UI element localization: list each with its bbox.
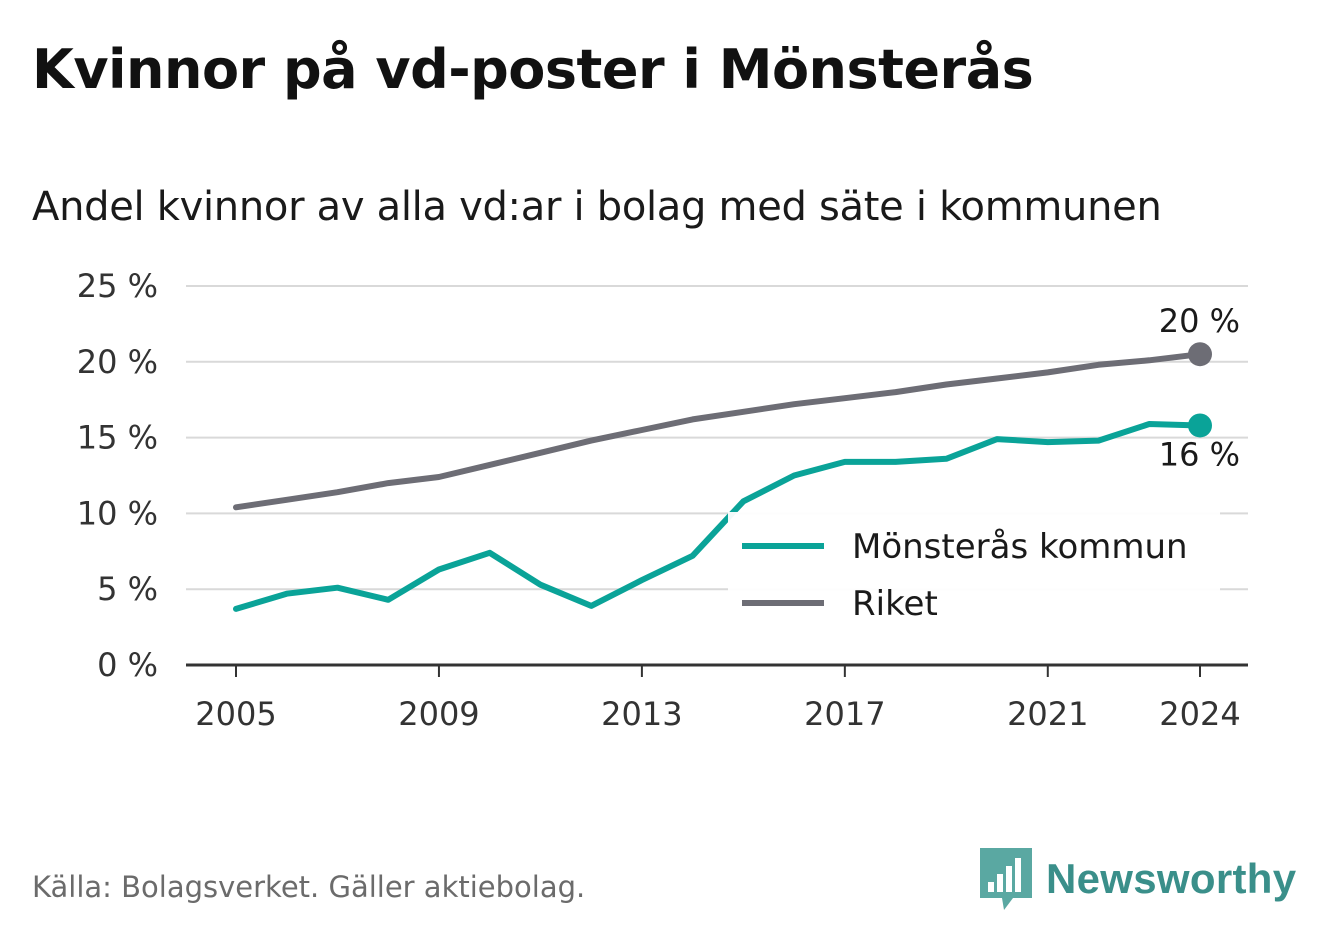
y-tick-label: 25 %	[77, 267, 158, 305]
brand-logo: Newsworthy	[980, 848, 1296, 910]
legend-label: Mönsterås kommun	[852, 527, 1188, 567]
series-line	[233, 421, 1203, 612]
series-layer: 20 % 16 %	[233, 302, 1240, 612]
end-value-label: 16 %	[1159, 435, 1240, 473]
source-note: Källa: Bolagsverket. Gäller aktiebolag.	[32, 870, 586, 904]
x-axis: 2005 2009 2013 2017 2021 2024	[186, 663, 1248, 733]
legend-background	[728, 512, 1220, 644]
chart-subtitle: Andel kvinnor av alla vd:ar i bolag med …	[32, 184, 1162, 230]
series-end-point	[1188, 342, 1212, 367]
y-tick-label: 0 %	[97, 646, 158, 684]
y-tick-label: 5 %	[97, 570, 158, 608]
series-end-point	[1188, 413, 1212, 438]
y-tick-label: 15 %	[77, 419, 158, 457]
x-tick-label: 2024	[1159, 695, 1240, 733]
x-tick-label: 2009	[398, 695, 479, 733]
legend-label: Riket	[852, 584, 938, 624]
chart-title: Kvinnor på vd-poster i Mönsterås	[32, 38, 1034, 101]
y-axis-ticks: 0 % 5 % 10 % 15 % 20 % 25 %	[77, 267, 158, 684]
x-tick-label: 2013	[601, 695, 682, 733]
series-line	[233, 351, 1203, 511]
x-tick-label: 2017	[804, 695, 885, 733]
x-tick-label: 2021	[1007, 695, 1088, 733]
line-chart: 0 %5 %10 %15 %20 %25 % 2005 2009 2013 2017 2…	[77, 267, 1248, 733]
legend: Mönsterås kommun Riket	[728, 512, 1220, 644]
brand-name: Newsworthy	[1046, 855, 1297, 902]
x-tick-label: 2005	[195, 695, 276, 733]
y-tick-label: 10 %	[77, 494, 158, 532]
bar-chart-speech-bubble-icon	[980, 848, 1032, 910]
y-tick-label: 20 %	[77, 343, 158, 381]
end-value-label: 20 %	[1159, 302, 1240, 340]
